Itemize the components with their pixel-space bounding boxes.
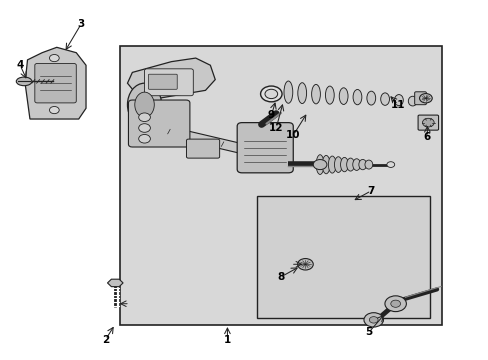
Circle shape xyxy=(422,118,433,127)
Circle shape xyxy=(419,94,431,103)
Ellipse shape xyxy=(311,84,320,104)
FancyBboxPatch shape xyxy=(237,123,293,173)
Circle shape xyxy=(368,317,377,323)
Ellipse shape xyxy=(340,157,347,172)
Ellipse shape xyxy=(284,81,292,103)
Ellipse shape xyxy=(127,83,161,126)
Text: 7: 7 xyxy=(367,186,374,196)
FancyBboxPatch shape xyxy=(417,115,438,130)
Ellipse shape xyxy=(407,96,416,106)
Polygon shape xyxy=(127,58,215,101)
Ellipse shape xyxy=(322,156,329,174)
FancyBboxPatch shape xyxy=(128,100,189,147)
Ellipse shape xyxy=(328,156,335,173)
Circle shape xyxy=(363,313,383,327)
Ellipse shape xyxy=(316,155,324,175)
Circle shape xyxy=(264,89,277,99)
Ellipse shape xyxy=(364,160,372,169)
Circle shape xyxy=(384,296,406,312)
Text: 6: 6 xyxy=(423,132,430,142)
Circle shape xyxy=(390,300,400,307)
Ellipse shape xyxy=(16,77,32,86)
Text: 4: 4 xyxy=(17,60,24,70)
Polygon shape xyxy=(140,121,251,155)
Circle shape xyxy=(139,134,150,143)
Ellipse shape xyxy=(135,92,154,117)
Text: 2: 2 xyxy=(102,334,109,345)
Ellipse shape xyxy=(325,86,333,104)
Bar xyxy=(256,196,429,318)
Circle shape xyxy=(313,159,326,170)
Ellipse shape xyxy=(352,90,361,105)
Circle shape xyxy=(49,107,59,114)
Text: 3: 3 xyxy=(78,19,84,29)
Text: 10: 10 xyxy=(285,130,300,140)
FancyBboxPatch shape xyxy=(144,69,193,96)
Ellipse shape xyxy=(334,157,342,172)
FancyBboxPatch shape xyxy=(148,74,177,89)
Circle shape xyxy=(139,124,150,132)
Text: 12: 12 xyxy=(268,123,283,133)
Circle shape xyxy=(260,86,282,102)
Text: 9: 9 xyxy=(267,111,274,121)
Circle shape xyxy=(49,54,59,62)
Text: 8: 8 xyxy=(277,272,284,282)
Polygon shape xyxy=(107,279,123,287)
Bar xyxy=(120,45,441,325)
Text: 5: 5 xyxy=(365,327,372,337)
Circle shape xyxy=(139,113,150,122)
Ellipse shape xyxy=(380,93,388,105)
Ellipse shape xyxy=(394,95,403,105)
Text: 11: 11 xyxy=(390,100,405,110)
FancyBboxPatch shape xyxy=(414,92,426,105)
Circle shape xyxy=(386,162,394,167)
Polygon shape xyxy=(25,47,86,119)
Ellipse shape xyxy=(352,159,360,170)
Circle shape xyxy=(297,258,313,270)
Ellipse shape xyxy=(297,83,306,104)
FancyBboxPatch shape xyxy=(35,63,76,103)
Ellipse shape xyxy=(358,159,366,170)
Text: 1: 1 xyxy=(224,334,231,345)
FancyBboxPatch shape xyxy=(186,139,219,158)
Ellipse shape xyxy=(346,158,354,171)
Ellipse shape xyxy=(366,91,375,105)
Ellipse shape xyxy=(339,88,347,104)
